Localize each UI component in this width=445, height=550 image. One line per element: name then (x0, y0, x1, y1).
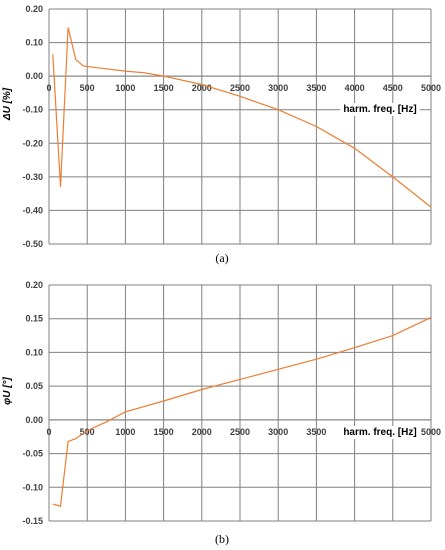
x-tick-label: 3500 (306, 83, 326, 93)
series-line (52, 27, 432, 208)
x-axis-label: harm. freq. [Hz] (343, 427, 416, 438)
x-tick-label: 500 (80, 427, 95, 437)
x-tick-label: 0 (46, 83, 51, 93)
chart-panel-b: 0.20 0.15 0.10 0.05 0.00 -0.05 -0.10 -0.15 0 500 1… (2, 280, 441, 546)
x-tick-label: 2000 (192, 427, 212, 437)
x-tick-label: 0 (46, 427, 51, 437)
x-tick-label: 3000 (268, 83, 288, 93)
y-tick-label: -0.20 (22, 138, 43, 148)
series-line (52, 316, 432, 507)
x-tick-label: 3500 (306, 427, 326, 437)
y-tick-label: -0.15 (22, 516, 43, 526)
x-tick-label: 2500 (230, 427, 250, 437)
x-tick-label: 4500 (383, 83, 403, 93)
y-tick-label: -0.50 (22, 239, 43, 249)
y-tick-label: 0.20 (25, 4, 43, 14)
x-axis-label-bg (340, 103, 420, 116)
x-tick-label: 1000 (115, 83, 135, 93)
y-tick-label: 0.10 (25, 347, 43, 357)
x-tick-label: 1500 (154, 83, 174, 93)
y-tick-label: 0.10 (25, 38, 43, 48)
y-tick-label: 0.15 (25, 314, 43, 324)
y-tick-label: -0.05 (22, 449, 43, 459)
chart-panel-a: 0.20 0.10 0.00 -0.10 -0.20 -0.30 -0.40 -0.50 0 50… (2, 4, 441, 265)
x-tick-label: 500 (80, 83, 95, 93)
x-tick-label: 3000 (268, 427, 288, 437)
figure-caption: (b) (215, 532, 229, 546)
y-tick-label: 0.05 (25, 381, 43, 391)
x-tick-label: 1000 (115, 427, 135, 437)
y-tick-label: 0.00 (25, 415, 43, 425)
y-tick-label: -0.30 (22, 172, 43, 182)
x-tick-label: 2000 (192, 83, 212, 93)
x-tick-label: 5000 (421, 427, 441, 437)
y-tick-label: -0.40 (22, 205, 43, 215)
y-tick-label: 0.20 (25, 280, 43, 290)
y-axis-label: ΔU [%] (2, 87, 13, 121)
y-tick-label: -0.10 (22, 482, 43, 492)
x-axis-label: harm. freq. [Hz] (343, 104, 416, 115)
y-tick-label: 0.00 (25, 71, 43, 81)
x-tick-label: 5000 (421, 83, 441, 93)
x-tick-label: 1500 (154, 427, 174, 437)
x-tick-label: 2500 (230, 83, 250, 93)
y-tick-label: -0.10 (22, 105, 43, 115)
x-axis-label-bg (340, 426, 420, 439)
y-axis-label: φU [°] (2, 376, 13, 404)
x-tick-label: 4000 (345, 83, 365, 93)
figure-caption: (a) (215, 251, 228, 265)
